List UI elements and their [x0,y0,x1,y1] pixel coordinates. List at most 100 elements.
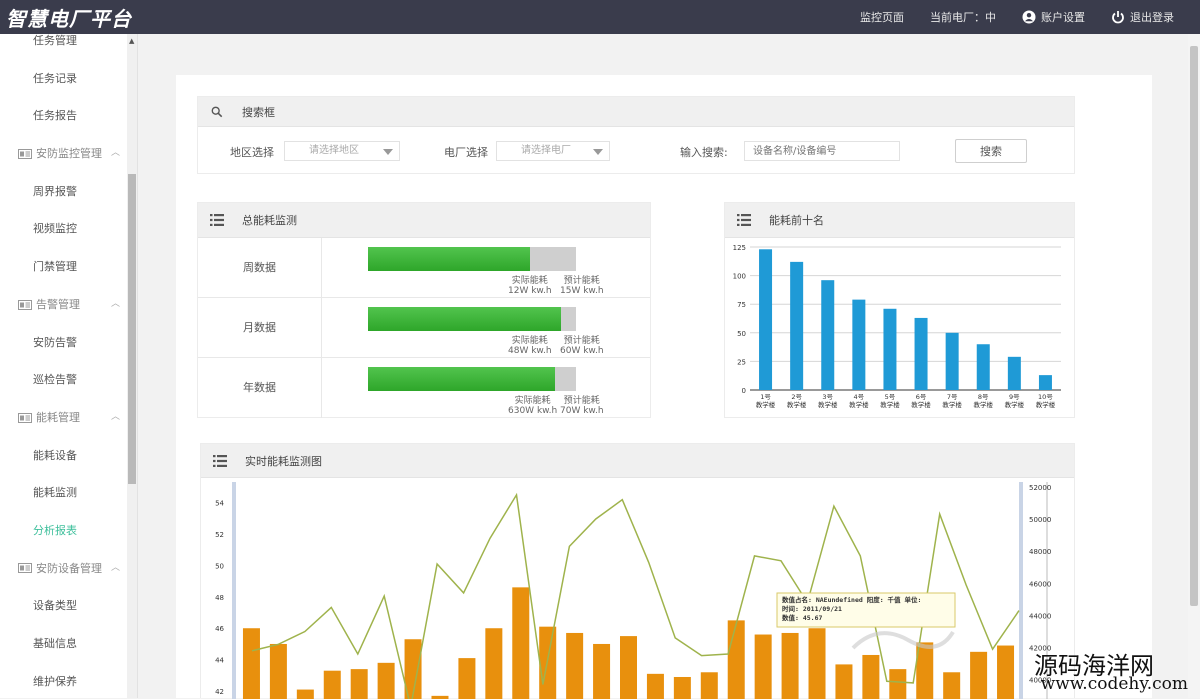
sidebar-group-3[interactable]: 安防监控管理 ︿ [0,135,128,173]
x-tick-label: 教学楼 [1036,400,1056,409]
y-right-tick-label: 42000 [1029,645,1051,653]
x-tick-label: 教学楼 [1005,400,1025,409]
line-series [251,492,1020,699]
sidebar-item-6[interactable]: 门禁管理 [33,260,77,274]
sidebar-item-4[interactable]: 周界报警 [33,184,77,198]
monitor-page-link[interactable]: 监控页面 [860,9,904,25]
x-tick-label: 3号 [822,393,833,401]
user-icon [1022,10,1036,24]
region-select[interactable]: 请选择地区 [284,141,400,161]
x-tick-label: 6号 [916,393,927,401]
bar [323,670,341,699]
sidebar-item-16[interactable]: 基础信息 [33,637,77,650]
top10-header: 能耗前十名 [725,203,1074,238]
sidebar-item-8[interactable]: 安防告警 [33,335,77,349]
bar [620,636,637,699]
current-plant[interactable]: 当前电厂：中 [930,9,996,25]
sidebar-item-13[interactable]: 分析报表 [33,523,77,537]
y-right-tick-label: 46000 [1029,580,1051,588]
watermark-swirl-icon [851,630,955,650]
sidebar-item-5[interactable]: 视频监控 [33,222,77,236]
id-card-icon [18,148,32,159]
top-nav: 监控页面 当前电厂：中 账户设置 退出登录 [860,0,1200,34]
search-icon [211,106,223,117]
x-tick-label: 4号 [854,393,865,401]
left-axis-band [232,482,236,699]
sidebar-group-7[interactable]: 告警管理 ︿ [0,286,128,324]
watermark-text-cn: 源码海洋网 [1034,652,1154,680]
bar [350,669,368,699]
planned-energy-label: 预计能耗 [563,336,600,346]
bar [862,654,880,699]
planned-energy-label: 预计能耗 [563,396,600,406]
energy-total-header: 总能耗监测 [198,203,650,238]
sidebar-item-17[interactable]: 维护保养 [33,674,77,688]
watermark-text-url: www.codehy.com [1040,674,1188,694]
main-scroll-thumb[interactable] [1190,46,1198,606]
search-panel-header: 搜索框 [198,97,1074,127]
y-tick-label: 125 [733,244,746,252]
sidebar-scroll-thumb[interactable] [128,174,136,484]
bar [431,695,449,699]
energy-row: 月数据 实际能耗 48W kw.h 预计能耗 60W kw.h [198,298,650,358]
actual-energy-label: 实际能耗 [511,276,548,286]
bar [727,620,745,699]
sidebar-item-0[interactable]: 任务管理 [33,34,77,47]
chevron-down-icon [383,149,393,155]
plant-select[interactable]: 请选择电厂 [496,141,610,161]
scroll-up-icon[interactable]: ▲ [129,37,135,45]
bar [883,308,897,390]
top-bar: 智慧电厂平台 监控页面 当前电厂：中 账户设置 退出登录 [0,0,1200,34]
y-tick-label: 75 [737,301,746,309]
search-input-label: 输入搜索: [680,146,728,159]
search-button[interactable]: 搜索 [955,139,1027,163]
sidebar-item-1[interactable]: 任务记录 [33,71,77,85]
bar [943,672,961,699]
actual-energy-label: 实际能耗 [511,336,548,346]
bar [852,299,866,390]
search-form: 地区选择 请选择地区 电厂选择 请选择电厂 输入搜索: 搜索 [198,139,1074,163]
sidebar-item-11[interactable]: 能耗设备 [33,448,77,462]
sidebar-group-14[interactable]: 安防设备管理 ︿ [0,550,128,588]
account-settings-label: 账户设置 [1041,11,1085,24]
account-settings-link[interactable]: 账户设置 [1022,9,1085,25]
actual-energy-value: 48W kw.h [508,346,552,356]
main-scrollbar[interactable] [1188,34,1200,698]
energy-row: 周数据 实际能耗 12W kw.h 预计能耗 15W kw.h [198,238,650,298]
chevron-down-icon [593,149,603,155]
y-tick-label: 100 [733,273,746,281]
sidebar-group-label: 安防设备管理 [36,561,102,575]
search-input[interactable] [744,141,900,161]
id-card-icon [18,412,32,423]
realtime-title: 实时能耗监测图 [245,454,322,468]
energy-progress-bar [368,247,576,271]
x-tick-label: 10号 [1038,393,1053,401]
energy-total-panel: 总能耗监测 周数据 实际能耗 12W kw.h 预计能耗 15W kw.h 月数据 实际能耗… [197,202,651,418]
energy-row: 年数据 实际能耗 630W kw.h 预计能耗 70W kw.h [198,358,650,418]
sidebar-item-15[interactable]: 设备类型 [33,599,77,613]
right-axis-band [1019,482,1023,699]
bar [646,673,664,699]
sidebar-item-9[interactable]: 巡检告警 [33,373,77,387]
energy-row-label: 年数据 [198,358,322,418]
sidebar-scrollbar[interactable]: ▲ [127,34,137,698]
logout-link[interactable]: 退出登录 [1111,9,1174,25]
bar [512,587,530,699]
y-tick-label: 0 [742,387,746,395]
y-left-tick-label: 52 [215,531,224,539]
sidebar-item-12[interactable]: 能耗监测 [33,486,77,500]
bar [1038,375,1052,390]
energy-progress-fill [368,307,562,331]
sidebar-item-2[interactable]: 任务报告 [33,109,77,123]
sidebar-group-label: 安防监控管理 [36,147,102,161]
tooltip-line: 数值占名: NAEundefined 阳度: 千值 单位: [782,595,921,604]
x-tick-label: 1号 [760,393,771,401]
energy-progress-bar [368,307,576,331]
chevron-up-icon: ︿ [110,411,120,422]
sidebar-group-10[interactable]: 能耗管理 ︿ [0,399,128,437]
y-right-tick-label: 40000 [1029,677,1051,685]
bar [404,639,422,699]
actual-energy-value: 12W kw.h [508,286,552,296]
plant-select-placeholder: 请选择电厂 [521,145,571,156]
tooltip-line: 时间: 2011/09/21 [782,604,842,613]
